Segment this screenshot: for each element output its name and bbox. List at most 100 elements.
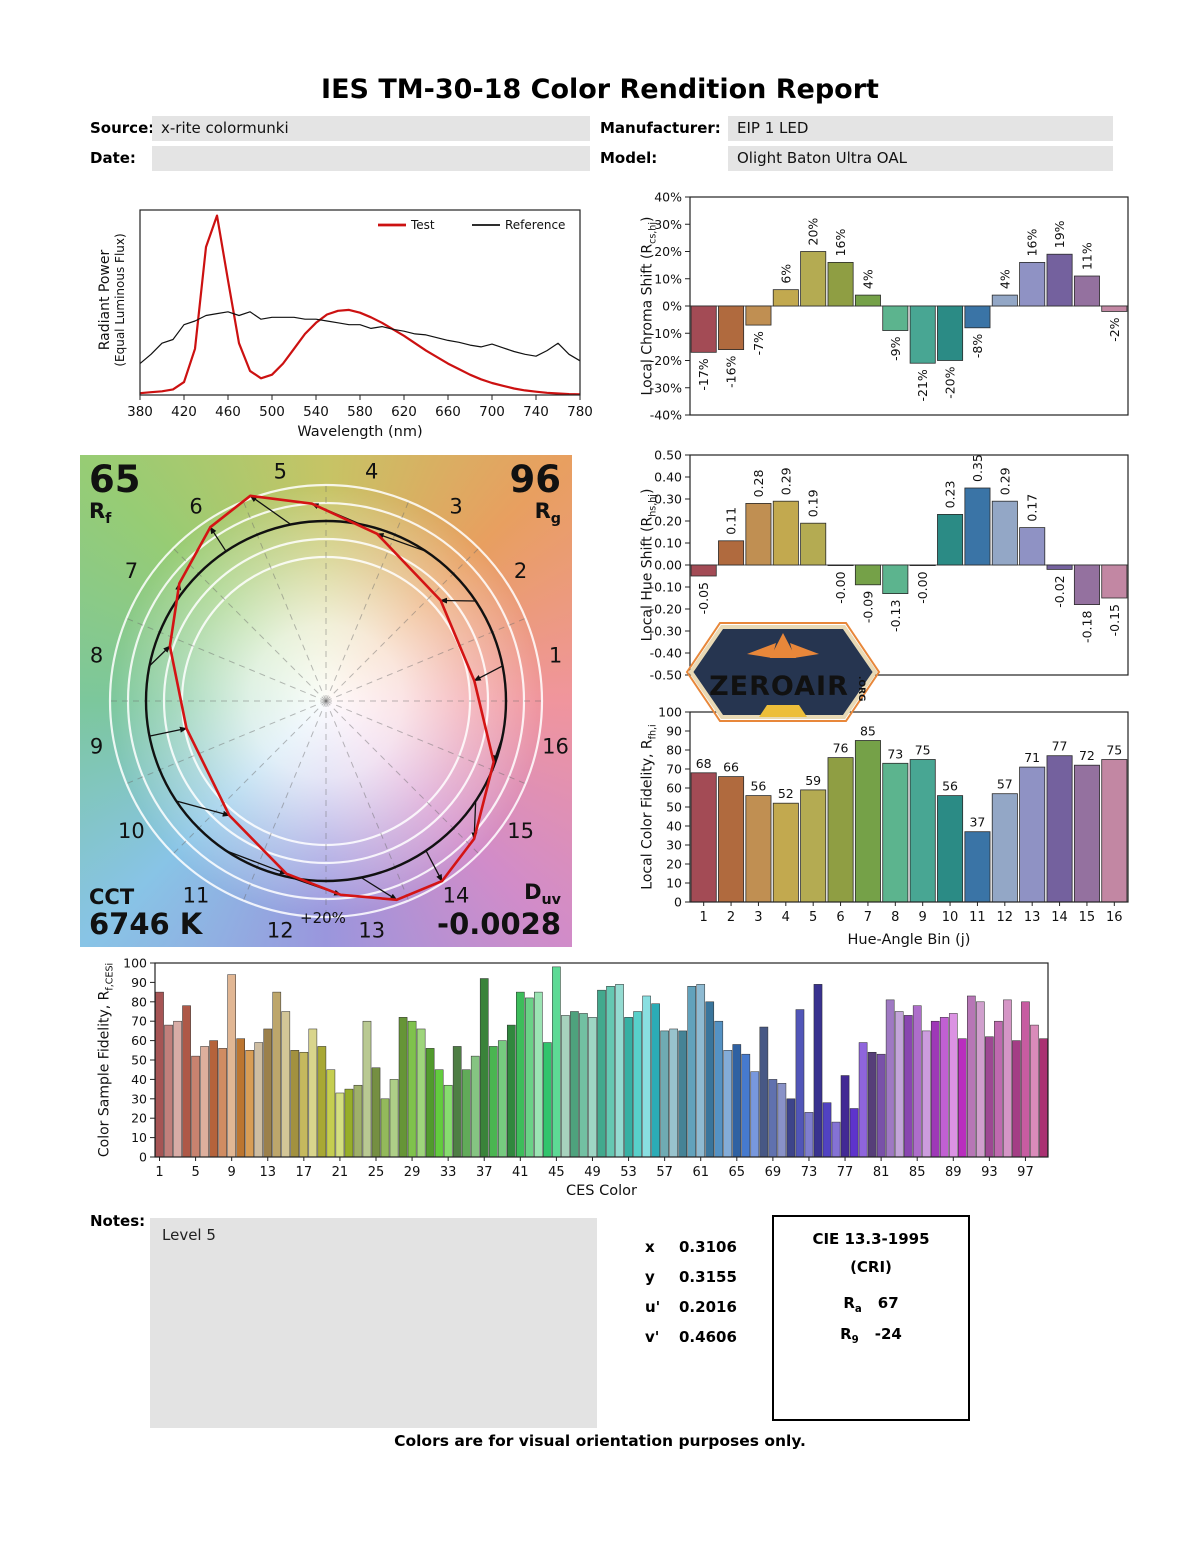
bar-ces_fidelity-17 xyxy=(299,1051,309,1158)
svg-text:-20%: -20% xyxy=(650,353,682,368)
svg-text:-20%: -20% xyxy=(943,366,958,398)
bar-ces_fidelity-89 xyxy=(948,1013,958,1158)
logo-wing-left-icon xyxy=(747,643,776,658)
svg-text:2: 2 xyxy=(727,910,735,925)
svg-text:380: 380 xyxy=(127,404,153,420)
svg-text:-30%: -30% xyxy=(650,380,682,395)
bar-ces_fidelity-97 xyxy=(1021,1001,1030,1158)
bar-ces_fidelity-13 xyxy=(263,1028,273,1158)
svg-text:1: 1 xyxy=(549,643,562,667)
bar-ces_fidelity-10 xyxy=(236,1038,246,1158)
svg-text:0.17: 0.17 xyxy=(1025,494,1040,522)
bar-ces_fidelity-78 xyxy=(849,1108,859,1158)
svg-text:52: 52 xyxy=(778,786,794,801)
bar-ces_fidelity-55 xyxy=(642,995,651,1158)
svg-text:0.30: 0.30 xyxy=(654,492,682,507)
svg-text:30: 30 xyxy=(666,838,682,853)
svg-text:10%: 10% xyxy=(654,271,682,286)
svg-text:6: 6 xyxy=(189,494,202,518)
rf-score: 65 Rf xyxy=(89,458,141,528)
bar-ces_fidelity-86 xyxy=(921,1030,931,1158)
chromaticity-y: y 0.3155 xyxy=(645,1268,737,1286)
logo-org-label: .ORG xyxy=(856,676,866,701)
svg-text:61: 61 xyxy=(692,1165,709,1180)
bar-ces_fidelity-84 xyxy=(903,1015,913,1158)
cvg-reference-circle xyxy=(144,519,508,883)
svg-text:3: 3 xyxy=(449,494,462,518)
bar-hue_shift-3 xyxy=(745,503,772,566)
bar-ces_fidelity-33 xyxy=(443,1084,453,1158)
cri-title: CIE 13.3-1995 xyxy=(812,1230,930,1248)
bar-ces_fidelity-27 xyxy=(389,1079,399,1158)
spd-chart: 380 420 460 500 540 580 620 660 700 740 780 Wavelen… xyxy=(127,209,593,440)
svg-text:0%: 0% xyxy=(662,299,682,314)
svg-text:56: 56 xyxy=(750,779,766,794)
bar-local_fidelity-8 xyxy=(882,762,909,903)
local-hue-shift-chart: -0.50 -0.40 -0.30 -0.20 -0.10 0.00 0.10 0.20 0.3… xyxy=(650,448,1129,683)
svg-text:0.11: 0.11 xyxy=(724,507,739,535)
bar-ces_fidelity-20 xyxy=(326,1069,336,1158)
svg-text:75: 75 xyxy=(1106,743,1122,758)
bar-hue_shift-7 xyxy=(854,564,881,586)
bar-ces_fidelity-56 xyxy=(651,1003,660,1158)
bar-ces_fidelity-98 xyxy=(1030,1024,1039,1158)
notes-label: Notes: xyxy=(90,1212,146,1230)
bar-ces_fidelity-49 xyxy=(588,1017,597,1158)
svg-text:14: 14 xyxy=(443,884,470,908)
svg-text:CES Color: CES Color xyxy=(566,1183,637,1199)
svg-text:Wavelength (nm): Wavelength (nm) xyxy=(297,424,422,440)
svg-text:89: 89 xyxy=(945,1165,962,1180)
svg-text:500: 500 xyxy=(259,404,285,420)
svg-text:77: 77 xyxy=(837,1165,854,1180)
svg-text:-16%: -16% xyxy=(724,355,739,387)
svg-text:69: 69 xyxy=(765,1165,782,1180)
svg-text:-0.50: -0.50 xyxy=(650,668,682,683)
bar-ces_fidelity-37 xyxy=(479,978,489,1158)
bar-ces_fidelity-28 xyxy=(398,1017,408,1158)
bar-ces_fidelity-53 xyxy=(624,1017,633,1158)
bar-ces_fidelity-29 xyxy=(407,1020,417,1158)
bar-ces_fidelity-50 xyxy=(597,989,606,1158)
svg-text:0.40: 0.40 xyxy=(654,470,682,485)
bar-local_fidelity-12 xyxy=(991,793,1018,903)
bar-ces_fidelity-35 xyxy=(461,1069,471,1158)
cvg-test-polygon xyxy=(168,494,496,902)
svg-text:Reference: Reference xyxy=(505,218,565,232)
svg-text:-40%: -40% xyxy=(650,408,682,423)
bar-ces_fidelity-42 xyxy=(525,997,534,1158)
ces-fidelity-chart: 0 10 20 30 40 50 60 70 80 90 100 1 5 9 13 17 21 25 29 33 37 4… xyxy=(123,956,1049,1199)
svg-text:8: 8 xyxy=(90,643,103,667)
spd-test-line xyxy=(139,214,581,396)
bar-ces_fidelity-30 xyxy=(416,1028,426,1158)
bar-local_fidelity-2 xyxy=(718,776,745,903)
bar-hue_shift-15 xyxy=(1073,564,1100,605)
zeroair-logo: ZEROAIR .ORG xyxy=(683,616,883,728)
bar-ces_fidelity-73 xyxy=(804,1112,814,1158)
svg-text:-0.00: -0.00 xyxy=(833,571,848,603)
bar-ces_fidelity-95 xyxy=(1003,999,1012,1158)
svg-text:100: 100 xyxy=(123,956,147,971)
bar-ces_fidelity-1 xyxy=(155,991,164,1158)
bar-ces_fidelity-67 xyxy=(750,1071,760,1158)
svg-text:0.28: 0.28 xyxy=(751,470,766,498)
svg-text:2: 2 xyxy=(514,559,527,583)
svg-text:4%: 4% xyxy=(860,269,875,289)
bar-local_fidelity-5 xyxy=(800,789,827,903)
svg-text:30%: 30% xyxy=(654,217,682,232)
bar-local_fidelity-4 xyxy=(772,802,799,903)
bar-hue_shift-11 xyxy=(964,487,991,566)
bar-chroma_shift-6 xyxy=(827,262,854,307)
svg-text:1: 1 xyxy=(700,910,708,925)
svg-text:+20%: +20% xyxy=(300,909,346,927)
bar-chroma_shift-10 xyxy=(937,305,964,361)
cri-subtitle: (CRI) xyxy=(850,1258,892,1276)
bar-local_fidelity-7 xyxy=(854,740,881,903)
svg-text:740: 740 xyxy=(523,404,549,420)
bar-chroma_shift-2 xyxy=(718,305,745,350)
bar-ces_fidelity-8 xyxy=(218,1048,227,1158)
svg-text:460: 460 xyxy=(215,404,241,420)
bar-ces_fidelity-52 xyxy=(615,984,624,1158)
svg-text:70: 70 xyxy=(666,762,682,777)
svg-text:19%: 19% xyxy=(1052,220,1067,248)
